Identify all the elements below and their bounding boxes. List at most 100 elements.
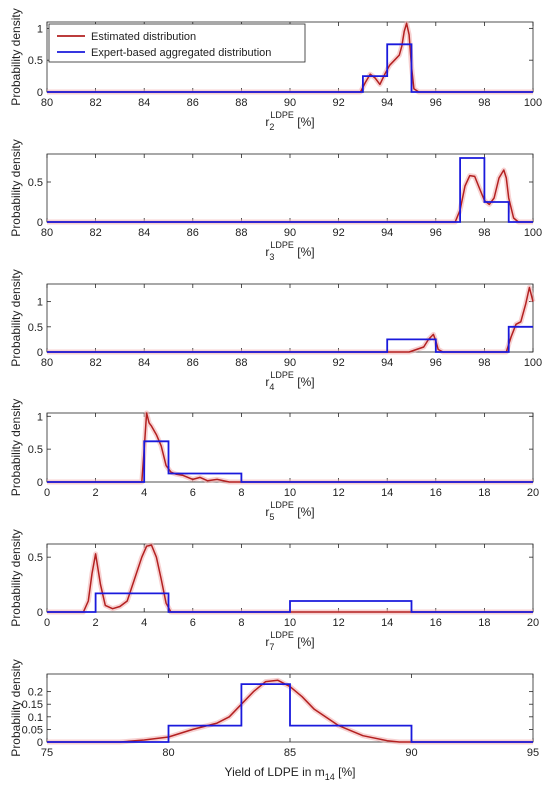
x-tick-label: 84 <box>138 227 150 239</box>
x-tick-label: 84 <box>138 97 150 109</box>
x-tick-label: 4 <box>141 487 147 499</box>
x-tick-label: 90 <box>405 747 417 759</box>
x-tick-label: 96 <box>430 97 442 109</box>
axes-box <box>46 412 534 483</box>
x-axis-label-subscript: 4 <box>269 382 274 392</box>
x-tick-label: 96 <box>430 227 442 239</box>
x-tick-label: 8 <box>238 617 244 629</box>
x-axis-label-unit: [%] <box>294 115 315 129</box>
x-tick-label: 20 <box>527 487 539 499</box>
x-tick-label: 92 <box>332 357 344 369</box>
x-axis-label: r4 LDPE [%] <box>265 370 314 392</box>
y-axis-label: Probability density <box>9 529 23 626</box>
series-expert-aggregated-step <box>47 592 533 613</box>
x-tick-label: 94 <box>381 227 393 239</box>
series-expert-aggregated-step <box>47 43 533 93</box>
x-tick-label: 4 <box>141 617 147 629</box>
x-tick-label: 96 <box>430 357 442 369</box>
legend-label: Expert-based aggregated distribution <box>91 47 271 59</box>
y-tick-label: 0 <box>37 607 43 619</box>
x-tick-label: 84 <box>138 357 150 369</box>
x-tick-label: 75 <box>41 747 53 759</box>
x-axis-label-unit: [%] <box>294 505 315 519</box>
x-tick-label: 98 <box>478 97 490 109</box>
x-axis-label-superscript: LDPE <box>270 240 294 250</box>
y-tick-label: 0 <box>37 347 43 359</box>
x-axis-label-unit: [%] <box>294 635 315 649</box>
x-tick-label: 88 <box>235 357 247 369</box>
x-tick-label: 18 <box>478 617 490 629</box>
x-tick-label: 88 <box>235 227 247 239</box>
y-tick-label: 0.15 <box>22 699 43 711</box>
y-tick-label: 0.2 <box>28 687 43 699</box>
x-tick-label: 8 <box>238 487 244 499</box>
x-tick-label: 6 <box>190 487 196 499</box>
x-tick-label: 94 <box>381 357 393 369</box>
x-tick-label: 10 <box>284 617 296 629</box>
x-tick-label: 95 <box>527 747 539 759</box>
x-tick-label: 80 <box>162 747 174 759</box>
y-tick-label: 0 <box>37 737 43 749</box>
y-axis-label: Probability density <box>9 659 23 756</box>
x-axis-label-base: r <box>265 245 269 259</box>
x-axis-label-base: Yield of LDPE in m <box>225 765 325 779</box>
x-axis-label-unit: [%] <box>294 375 315 389</box>
series-estimated-line <box>47 169 533 223</box>
panel-4: 0 2 4 6 8 10 12 14 16 18 20 0 0.5 1 Probability densit… <box>9 399 539 522</box>
y-tick-label: 0 <box>37 87 43 99</box>
y-axis-label: Probability density <box>9 269 23 366</box>
y-axis-label: Probability density <box>9 139 23 236</box>
x-tick-label: 82 <box>89 357 101 369</box>
y-tick-label: 0.5 <box>28 177 43 189</box>
y-tick-label: 0.5 <box>28 322 43 334</box>
x-tick-label: 90 <box>284 357 296 369</box>
legend-label: Estimated distribution <box>91 31 196 43</box>
legend-box <box>48 23 306 63</box>
x-tick-label: 0 <box>44 617 50 629</box>
x-axis-label-superscript: LDPE <box>270 630 294 640</box>
y-tick-label: 0.5 <box>28 552 43 564</box>
x-tick-label: 2 <box>93 617 99 629</box>
x-axis-label-base: r <box>265 375 269 389</box>
x-tick-label: 94 <box>381 97 393 109</box>
x-tick-label: 98 <box>478 357 490 369</box>
x-tick-label: 88 <box>235 97 247 109</box>
x-tick-label: 98 <box>478 227 490 239</box>
y-tick-label: 1 <box>37 411 43 423</box>
y-tick-label: 0 <box>37 217 43 229</box>
x-tick-label: 86 <box>187 227 199 239</box>
x-axis-label-subscript: 5 <box>269 512 274 522</box>
x-tick-label: 12 <box>332 617 344 629</box>
y-tick-label: 0 <box>37 477 43 489</box>
x-tick-label: 92 <box>332 227 344 239</box>
x-tick-label: 82 <box>89 97 101 109</box>
x-tick-label: 12 <box>332 487 344 499</box>
x-axis-label: r7 LDPE [%] <box>265 630 314 652</box>
x-tick-label: 20 <box>527 617 539 629</box>
panel-3: 80 82 84 86 88 90 92 94 96 98 100 0 0.5 1 Probability … <box>9 269 542 392</box>
x-tick-label: 2 <box>93 487 99 499</box>
x-axis-label: Yield of LDPE in m14 [%] <box>225 765 356 782</box>
x-tick-label: 90 <box>284 227 296 239</box>
x-axis-label-superscript: LDPE <box>270 370 294 380</box>
x-tick-label: 80 <box>41 357 53 369</box>
panel-5: 0 2 4 6 8 10 12 14 16 18 20 0 0.5 Probability density… <box>9 529 539 652</box>
y-tick-label: 0.1 <box>28 712 43 724</box>
x-axis-label-base: r <box>265 505 269 519</box>
x-tick-label: 80 <box>41 227 53 239</box>
x-axis-label-subscript: 3 <box>269 252 274 262</box>
x-tick-label: 0 <box>44 487 50 499</box>
x-tick-label: 86 <box>187 357 199 369</box>
y-tick-label: 0.5 <box>28 55 43 67</box>
series-expert-aggregated-step <box>47 683 533 743</box>
x-tick-label: 6 <box>190 617 196 629</box>
x-tick-label: 14 <box>381 487 393 499</box>
series-estimated-line <box>47 286 534 353</box>
axes-box <box>46 153 534 223</box>
y-tick-label: 1 <box>37 297 43 309</box>
x-axis-label-superscript: LDPE <box>270 500 294 510</box>
x-tick-label: 100 <box>524 357 542 369</box>
x-axis-label-unit: [%] <box>335 765 356 779</box>
legend: Estimated distribution Expert-based aggre… <box>48 23 306 63</box>
